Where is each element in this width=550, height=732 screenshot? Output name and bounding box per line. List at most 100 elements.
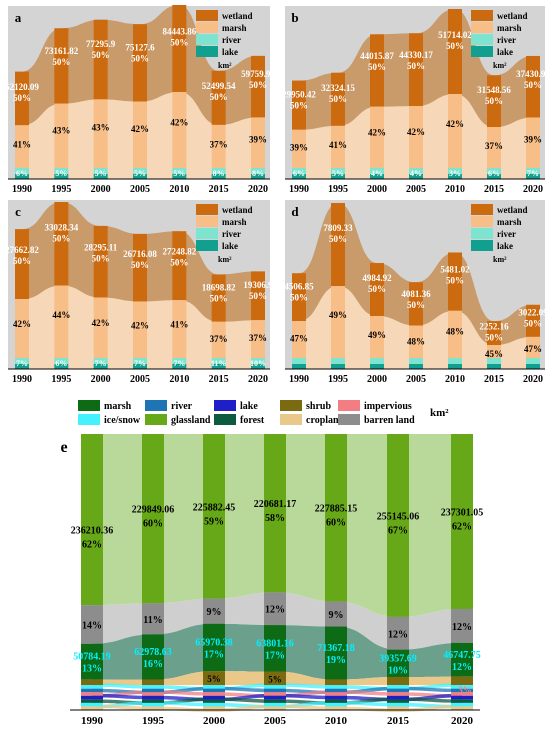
bar-river — [331, 168, 345, 174]
legend-label: cropland — [306, 415, 345, 426]
bar-wetland — [54, 28, 69, 104]
bar-river — [292, 168, 306, 174]
bar-minor — [387, 702, 409, 707]
legend-label: marsh — [104, 401, 132, 412]
bar-lake — [251, 364, 265, 369]
x-tick-label: 2005 — [130, 374, 150, 385]
bar-marsh — [487, 127, 501, 168]
x-tick-label: 2010 — [325, 715, 348, 727]
bar-minor — [142, 685, 164, 689]
bar-minor — [325, 706, 347, 710]
shrub-pct-label: 5% — [268, 674, 282, 684]
marsh-pct-label: 39% — [524, 134, 542, 144]
marsh-pct-label: 42% — [170, 118, 188, 128]
legend-swatch-lake — [196, 240, 218, 251]
x-tick-label: 1995 — [51, 184, 71, 195]
bar-river — [251, 358, 265, 364]
river-pct-label: 7% — [16, 359, 28, 368]
bar-marsh — [526, 336, 540, 358]
x-tick-label: 1995 — [328, 184, 348, 195]
bar-minor — [451, 685, 473, 689]
x-tick-label: 2005 — [264, 715, 287, 727]
unit-label: km² — [218, 255, 232, 264]
river-pct-label: 5% — [95, 169, 107, 178]
bar-river — [211, 168, 226, 174]
x-tick-label: 1990 — [81, 715, 104, 727]
legend-label-lake: lake — [222, 241, 238, 251]
marsh-pct-label: 41% — [13, 140, 31, 150]
river-pct-label: 10% — [250, 359, 266, 368]
panel-a: 52120.0950%41%6%199073161.8250%43%5%1995… — [5, 5, 275, 195]
river-pct-label: 7% — [95, 359, 107, 368]
bar-marsh — [251, 320, 265, 358]
legend-swatch — [338, 414, 360, 425]
marsh-pct-label: 16% — [143, 659, 163, 670]
bar-wetland — [15, 71, 29, 126]
legend-label-marsh: marsh — [497, 23, 522, 33]
bar-marsh — [81, 643, 103, 680]
bar-minor — [264, 702, 286, 707]
wetland-value-label: 4506.85 — [284, 281, 314, 291]
legend-swatch — [145, 400, 167, 411]
wetland-pct-label: 50% — [329, 94, 347, 104]
bar-minor — [451, 695, 473, 700]
legend-swatch-marsh — [471, 22, 493, 33]
river-pct-label: 4% — [371, 169, 383, 178]
bar-minor — [203, 688, 225, 693]
wetland-value-label: 77295.9 — [86, 39, 116, 49]
x-tick-label: 2020 — [451, 715, 474, 727]
wetland-pct-label: 50% — [368, 62, 386, 72]
legend-swatch — [280, 400, 302, 411]
bar-wetland — [93, 225, 108, 298]
wetland-value-label: 44015.87 — [360, 51, 394, 61]
wetland-pct-label: 50% — [92, 253, 110, 263]
river-pct-label: 3% — [449, 169, 461, 178]
marsh-value-label: 62978.63 — [134, 647, 172, 658]
legend-label-wetland: wetland — [497, 205, 528, 215]
glassland-pct-label: 62% — [452, 521, 472, 532]
wetland-value-label: 28295.11 — [84, 242, 118, 252]
wetland-pct-label: 50% — [329, 234, 347, 244]
panel-letter: c — [15, 204, 21, 219]
bar-marsh — [370, 106, 384, 168]
bar-glassland — [325, 434, 347, 602]
legend: wetland marsh river lake km² — [196, 10, 253, 70]
bar-marsh — [409, 325, 423, 358]
wetland-pct-label: 50% — [131, 260, 149, 270]
x-tick-label: 2020 — [248, 374, 268, 385]
glassland-value-label: 227885.15 — [315, 504, 358, 515]
wetland-value-label: 37430.91 — [516, 69, 550, 79]
wetland-pct-label: 50% — [131, 54, 149, 64]
wetland-pct-label: 50% — [13, 93, 31, 103]
x-tick-label: 2015 — [484, 374, 504, 385]
bar-minor — [325, 699, 347, 703]
legend-label-river: river — [497, 35, 516, 45]
wetland-pct-label: 50% — [290, 100, 308, 110]
barren-pct-label: 12% — [452, 622, 472, 633]
bar-marsh — [211, 124, 226, 168]
x-tick-label: 2010 — [169, 184, 189, 195]
bar-marsh — [331, 125, 345, 168]
bar-marsh — [54, 103, 69, 168]
bar-minor — [203, 692, 225, 696]
x-tick-label: 2015 — [387, 715, 410, 727]
bar-marsh — [93, 297, 108, 358]
river-pct-label: 7% — [527, 169, 539, 178]
marsh-pct-label: 13% — [82, 664, 102, 675]
legend-swatch-river — [471, 34, 493, 45]
bar-river — [251, 168, 265, 174]
bar-marsh — [142, 634, 164, 680]
bar-marsh — [133, 301, 147, 358]
bar-marsh — [387, 649, 409, 677]
bar-marsh — [54, 285, 69, 358]
x-tick-label: 2010 — [445, 374, 465, 385]
bar-minor — [387, 695, 409, 700]
marsh-pct-label: 12% — [452, 662, 472, 673]
bar-minor — [203, 706, 225, 710]
bar-lake — [133, 174, 147, 179]
wetland-value-label: 75127.6 — [125, 43, 155, 53]
marsh-pct-label: 42% — [131, 320, 149, 330]
wetland-pct-label: 50% — [368, 284, 386, 294]
wetland-value-label: 32324.15 — [321, 83, 355, 93]
